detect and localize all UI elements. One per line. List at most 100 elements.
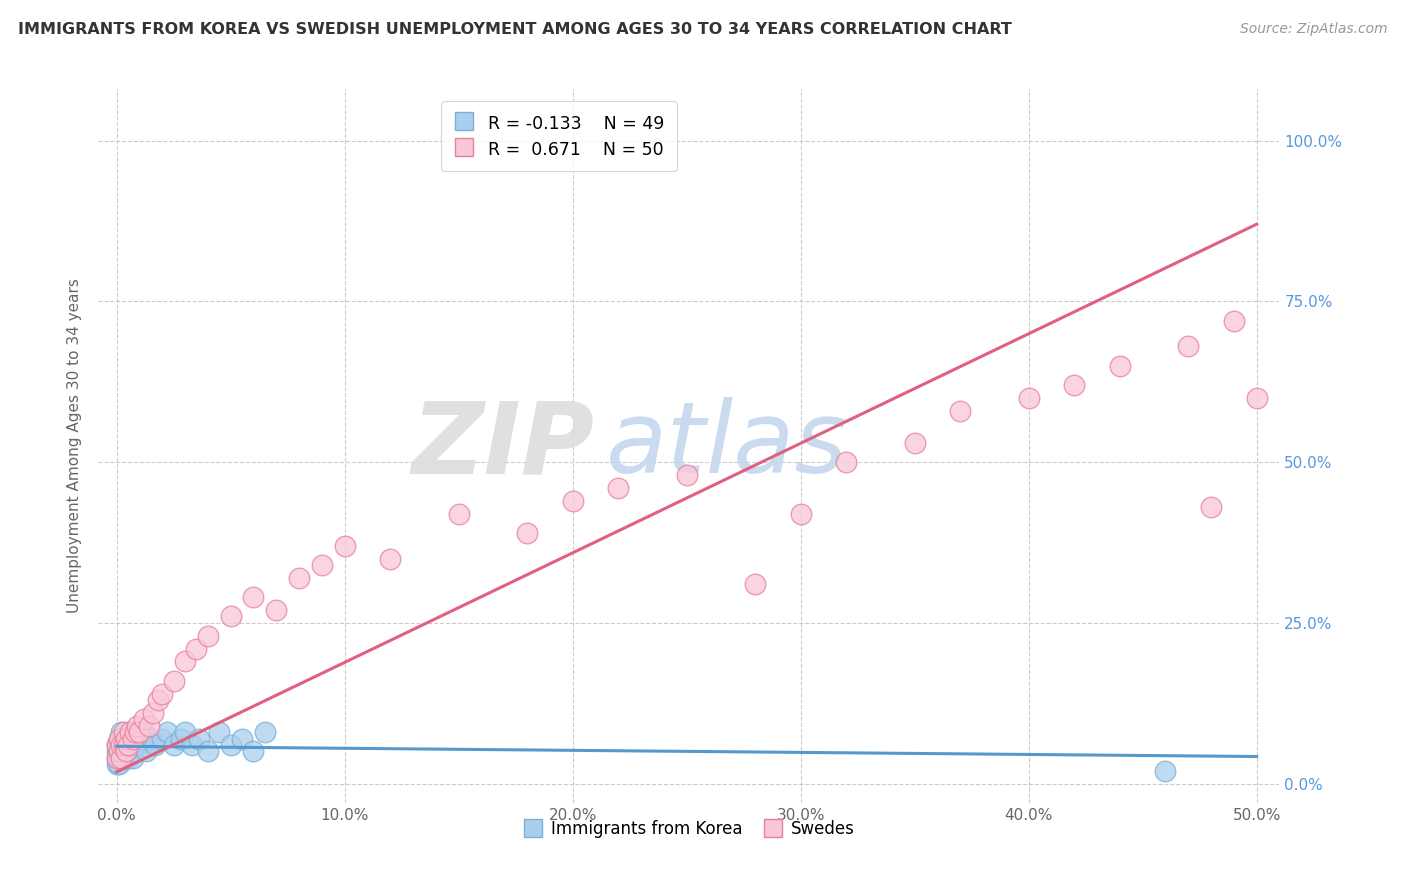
Point (108, 744, 131, 758)
Point (128, 738, 150, 752)
Point (110, 738, 132, 752)
Point (114, 751, 136, 765)
Y-axis label: Unemployment Among Ages 30 to 34 years: Unemployment Among Ages 30 to 34 years (67, 278, 83, 614)
Point (108, 731, 131, 746)
Point (121, 751, 143, 765)
Point (128, 725, 150, 739)
Point (1177, 339, 1199, 353)
Point (1223, 313, 1246, 327)
Point (675, 467, 697, 482)
Point (1291, 134, 1313, 148)
Point (208, 725, 231, 739)
Point (110, 751, 132, 765)
Point (121, 744, 143, 758)
Point (139, 731, 162, 746)
Point (112, 725, 135, 739)
Point (264, 603, 287, 617)
Point (127, 719, 149, 733)
Point (156, 725, 179, 739)
Point (169, 731, 191, 746)
Point (108, 731, 131, 746)
Point (110, 725, 132, 739)
Point (242, 744, 264, 758)
Point (108, 738, 131, 752)
Point (117, 751, 139, 765)
Point (311, 558, 333, 572)
Point (180, 738, 202, 752)
Point (121, 731, 143, 746)
Point (219, 609, 242, 624)
Point (108, 751, 131, 765)
Point (1018, 391, 1040, 405)
Point (121, 731, 143, 746)
Point (124, 738, 146, 752)
Point (197, 629, 219, 643)
Point (114, 731, 136, 746)
Point (132, 725, 155, 739)
Point (219, 738, 242, 752)
Point (117, 744, 139, 758)
Point (127, 731, 149, 746)
Point (105, 751, 128, 765)
Point (105, 744, 128, 758)
Point (105, 738, 128, 752)
Point (142, 706, 165, 720)
Point (108, 757, 131, 772)
Point (187, 731, 209, 746)
Text: ZIP: ZIP (412, 398, 595, 494)
Point (516, 525, 538, 540)
Point (197, 744, 219, 758)
Point (112, 744, 135, 758)
Point (114, 744, 136, 758)
Point (150, 686, 173, 700)
Point (150, 731, 173, 746)
Point (174, 725, 197, 739)
Point (117, 738, 139, 752)
Text: Source: ZipAtlas.com: Source: ZipAtlas.com (1240, 22, 1388, 37)
Point (231, 731, 253, 746)
Point (1108, 359, 1130, 373)
Point (112, 738, 135, 752)
Point (1154, 764, 1177, 778)
Point (607, 481, 630, 495)
Point (146, 693, 169, 707)
Point (112, 731, 135, 746)
Point (288, 571, 311, 585)
Point (744, 577, 766, 591)
Point (112, 738, 135, 752)
Point (138, 719, 160, 733)
Point (949, 403, 972, 417)
Point (163, 673, 186, 688)
Point (904, 435, 927, 450)
Point (561, 493, 583, 508)
Point (242, 590, 264, 604)
Text: atlas: atlas (606, 398, 848, 494)
Point (114, 744, 136, 758)
Point (1063, 378, 1085, 392)
Point (110, 751, 132, 765)
Legend: Immigrants from Korea, Swedes: Immigrants from Korea, Swedes (516, 814, 862, 845)
Point (120, 725, 142, 739)
Point (333, 539, 356, 553)
Point (835, 455, 858, 469)
Point (253, 725, 276, 739)
Point (120, 725, 142, 739)
Point (117, 731, 139, 746)
Point (124, 725, 146, 739)
Text: IMMIGRANTS FROM KOREA VS SWEDISH UNEMPLOYMENT AMONG AGES 30 TO 34 YEARS CORRELAT: IMMIGRANTS FROM KOREA VS SWEDISH UNEMPLO… (18, 22, 1012, 37)
Point (114, 731, 136, 746)
Point (163, 738, 186, 752)
Point (105, 738, 128, 752)
Point (105, 751, 128, 765)
Point (110, 738, 132, 752)
Point (174, 654, 197, 668)
Point (108, 744, 131, 758)
Point (1246, 391, 1268, 405)
Point (1199, 500, 1222, 514)
Point (112, 751, 135, 765)
Point (131, 731, 153, 746)
Point (447, 507, 470, 521)
Point (132, 712, 155, 726)
Point (789, 507, 811, 521)
Point (105, 757, 128, 772)
